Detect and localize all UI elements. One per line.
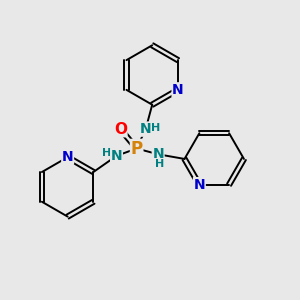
Text: N: N: [111, 149, 122, 163]
Text: O: O: [114, 122, 127, 137]
Text: N: N: [140, 122, 152, 136]
Text: N: N: [194, 178, 205, 192]
Text: N: N: [152, 147, 164, 161]
Text: N: N: [62, 150, 74, 164]
Text: N: N: [172, 83, 184, 97]
Text: H: H: [151, 123, 160, 133]
Text: H: H: [102, 148, 112, 158]
Text: H: H: [155, 159, 164, 169]
Text: P: P: [130, 140, 143, 158]
